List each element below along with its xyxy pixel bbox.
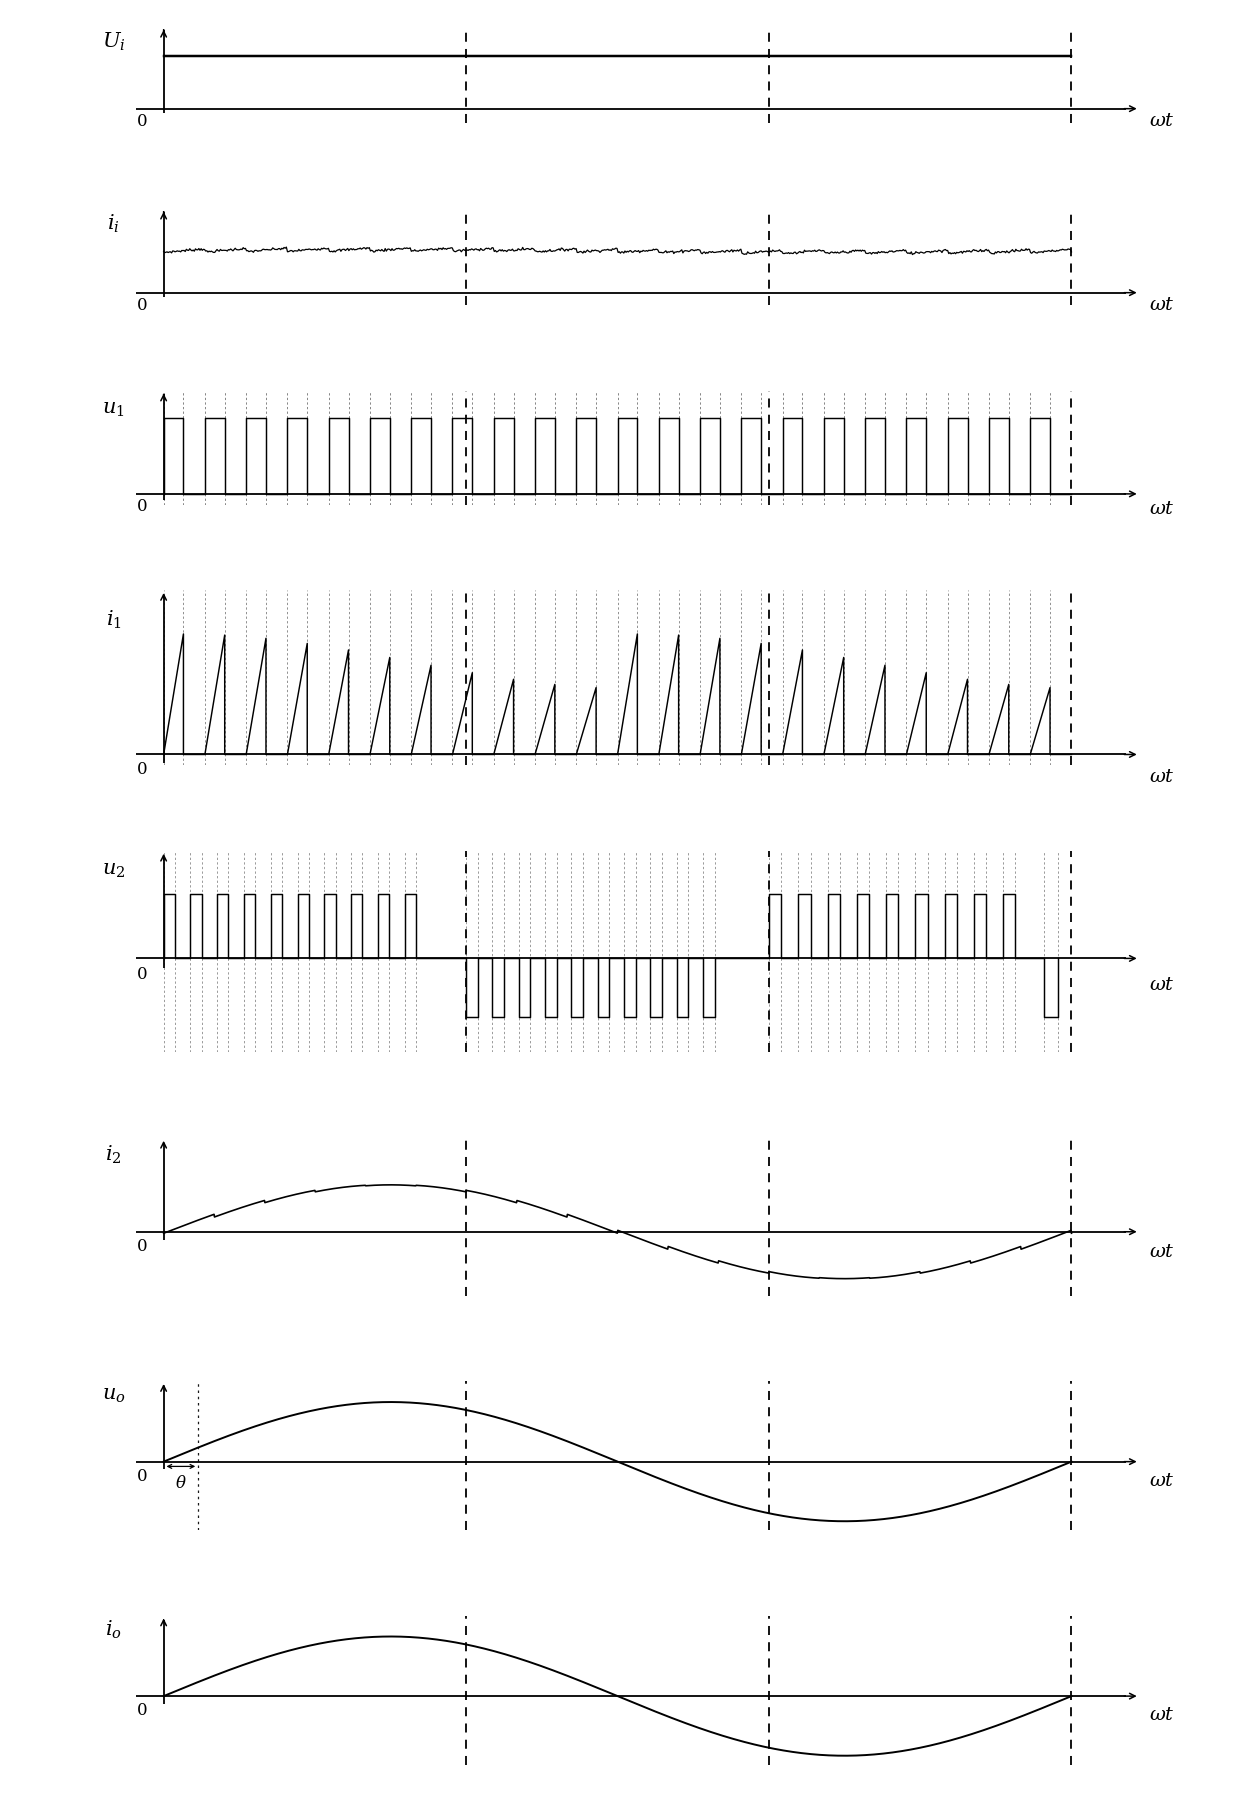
Text: $\omega t$: $\omega t$: [1148, 500, 1174, 518]
Text: $\omega t$: $\omega t$: [1148, 1244, 1174, 1261]
Text: $u_{o}$: $u_{o}$: [102, 1385, 125, 1405]
Text: $\omega t$: $\omega t$: [1148, 1707, 1174, 1725]
Text: $i_{2}$: $i_{2}$: [105, 1143, 122, 1166]
Text: $i_{i}$: $i_{i}$: [108, 212, 120, 235]
Text: 0: 0: [136, 1702, 148, 1720]
Text: $\omega t$: $\omega t$: [1148, 111, 1174, 129]
Text: $u_{2}$: $u_{2}$: [102, 861, 125, 881]
Text: 0: 0: [136, 762, 148, 778]
Text: $\omega t$: $\omega t$: [1148, 1472, 1174, 1490]
Text: $i_{o}$: $i_{o}$: [105, 1619, 122, 1641]
Text: 0: 0: [136, 1238, 148, 1254]
Text: $\theta$: $\theta$: [175, 1475, 187, 1492]
Text: 0: 0: [136, 297, 148, 313]
Text: $U_{i}$: $U_{i}$: [102, 31, 125, 52]
Text: $\omega t$: $\omega t$: [1148, 769, 1174, 787]
Text: 0: 0: [136, 498, 148, 516]
Text: 0: 0: [136, 967, 148, 983]
Text: $u_{1}$: $u_{1}$: [103, 399, 125, 419]
Text: 0: 0: [136, 1468, 148, 1484]
Text: 0: 0: [136, 113, 148, 129]
Text: $i_{1}$: $i_{1}$: [105, 609, 122, 631]
Text: $\omega t$: $\omega t$: [1148, 297, 1174, 314]
Text: $\omega t$: $\omega t$: [1148, 976, 1174, 994]
